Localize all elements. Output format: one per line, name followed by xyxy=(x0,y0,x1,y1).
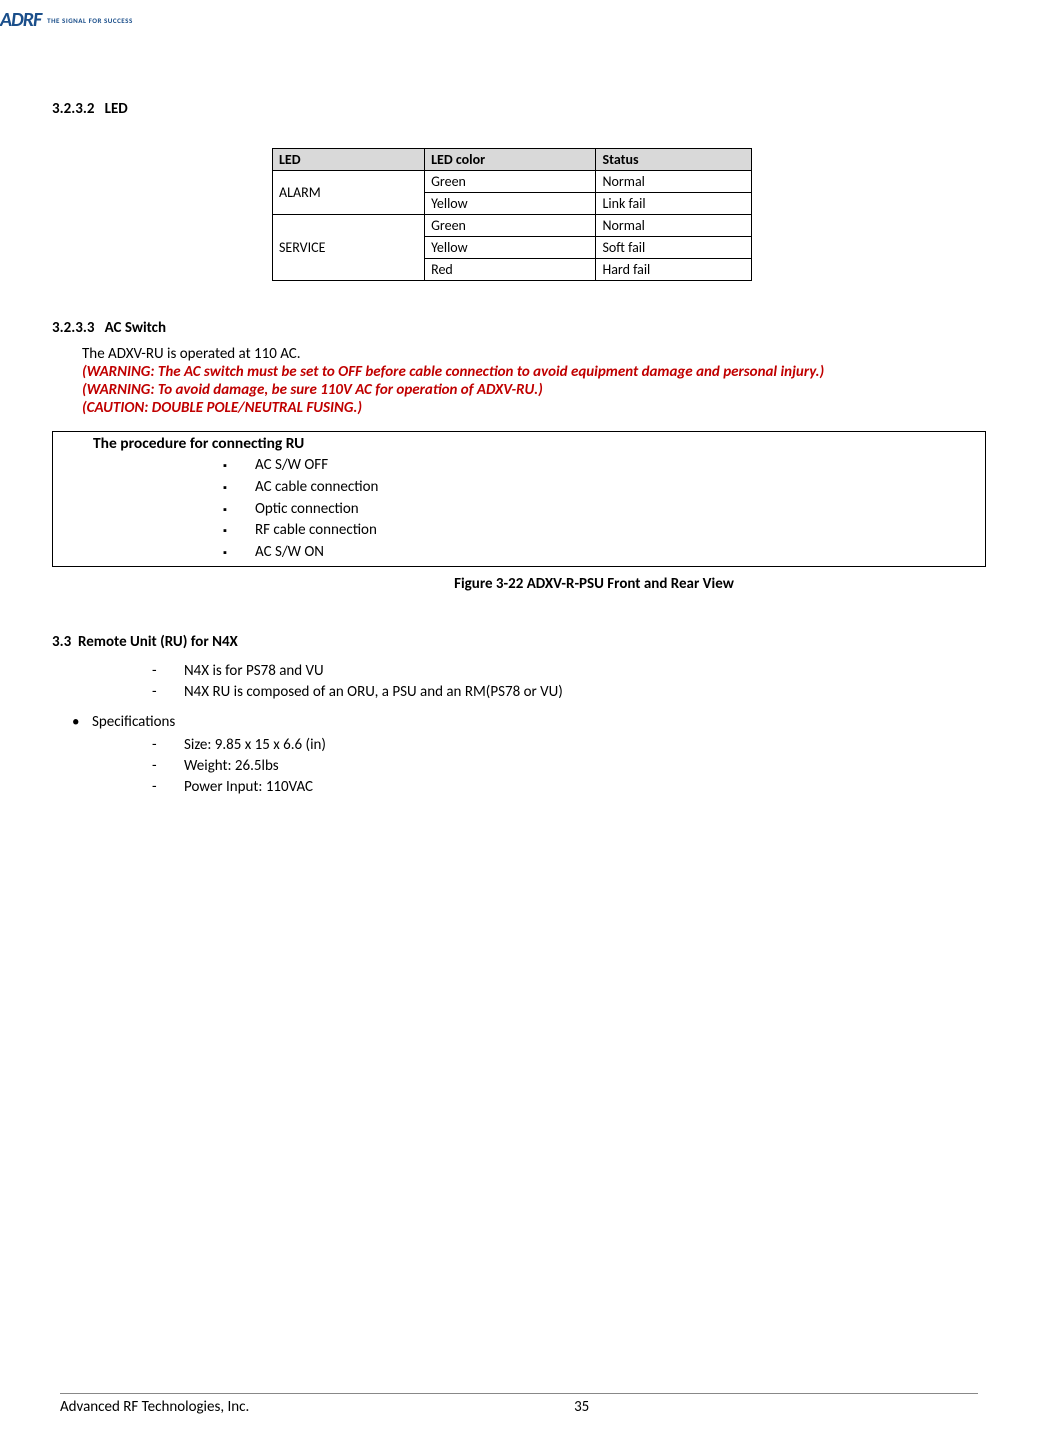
cell-status: Link fail xyxy=(596,193,752,215)
led-table: LED LED color Status ALARM Green Normal … xyxy=(272,148,752,281)
section-3233-title: AC Switch xyxy=(105,319,166,337)
th-status: Status xyxy=(596,149,752,171)
figure-caption: Figure 3-22 ADXV-R-PSU Front and Rear Vi… xyxy=(202,575,986,593)
cell-status: Normal xyxy=(596,215,752,237)
cell-status: Normal xyxy=(596,171,752,193)
cell-color: Green xyxy=(425,171,596,193)
cell-led: ALARM xyxy=(273,171,425,215)
specifications-label: Specifications xyxy=(72,713,986,731)
cell-status: Soft fail xyxy=(596,237,752,259)
procedure-title: The procedure for connecting RU xyxy=(93,434,985,453)
list-item: Weight: 26.5lbs xyxy=(152,756,986,777)
list-item: AC S/W OFF xyxy=(223,455,985,477)
section-33-num: 3.3 xyxy=(52,633,71,651)
footer-page-number: 35 xyxy=(574,1398,589,1416)
procedure-box: The procedure for connecting RU AC S/W O… xyxy=(52,431,986,567)
caution-1: (CAUTION: DOUBLE POLE/NEUTRAL FUSING.) xyxy=(82,399,986,417)
list-item: Optic connection xyxy=(223,499,985,521)
page-footer: Advanced RF Technologies, Inc. 35 xyxy=(60,1393,978,1416)
cell-color: Green xyxy=(425,215,596,237)
list-item: Power Input: 110VAC xyxy=(152,777,986,798)
footer-company: Advanced RF Technologies, Inc. xyxy=(60,1398,574,1416)
cell-led: SERVICE xyxy=(273,215,425,281)
cell-color: Red xyxy=(425,259,596,281)
list-item: RF cable connection xyxy=(223,520,985,542)
list-item: Size: 9.85 x 15 x 6.6 (in) xyxy=(152,735,986,756)
header-logo: ADRF THE SIGNAL FOR SUCCESS xyxy=(0,8,133,32)
table-row: ALARM Green Normal xyxy=(273,171,752,193)
section-3232-heading: 3.2.3.2 LED xyxy=(52,100,986,118)
warning-2: (WARNING: To avoid damage, be sure 110V … xyxy=(82,381,986,399)
logo-tagline: THE SIGNAL FOR SUCCESS xyxy=(47,16,133,25)
logo-text: ADRF xyxy=(0,8,41,32)
warning-1: (WARNING: The AC switch must be set to O… xyxy=(82,363,986,381)
list-item: N4X RU is composed of an ORU, a PSU and … xyxy=(152,682,986,703)
list-item: N4X is for PS78 and VU xyxy=(152,661,986,682)
list-item: AC S/W ON xyxy=(223,542,985,564)
section-3233-heading: 3.2.3.3 AC Switch xyxy=(52,319,986,337)
specifications-list: Size: 9.85 x 15 x 6.6 (in) Weight: 26.5l… xyxy=(152,735,986,798)
section-3232-title: LED xyxy=(105,100,128,118)
th-color: LED color xyxy=(425,149,596,171)
section-33-title: Remote Unit (RU) for N4X xyxy=(78,633,238,651)
th-led: LED xyxy=(273,149,425,171)
table-row: SERVICE Green Normal xyxy=(273,215,752,237)
section-3233-body: The ADXV-RU is operated at 110 AC. xyxy=(82,345,986,363)
table-header-row: LED LED color Status xyxy=(273,149,752,171)
section-3232-num: 3.2.3.2 xyxy=(52,100,94,118)
procedure-list: AC S/W OFF AC cable connection Optic con… xyxy=(223,455,985,564)
section-33-heading: 3.3 Remote Unit (RU) for N4X xyxy=(52,633,986,651)
cell-status: Hard fail xyxy=(596,259,752,281)
section-3233-num: 3.2.3.3 xyxy=(52,319,94,337)
cell-color: Yellow xyxy=(425,193,596,215)
cell-color: Yellow xyxy=(425,237,596,259)
section-33-list: N4X is for PS78 and VU N4X RU is compose… xyxy=(152,661,986,703)
list-item: AC cable connection xyxy=(223,477,985,499)
